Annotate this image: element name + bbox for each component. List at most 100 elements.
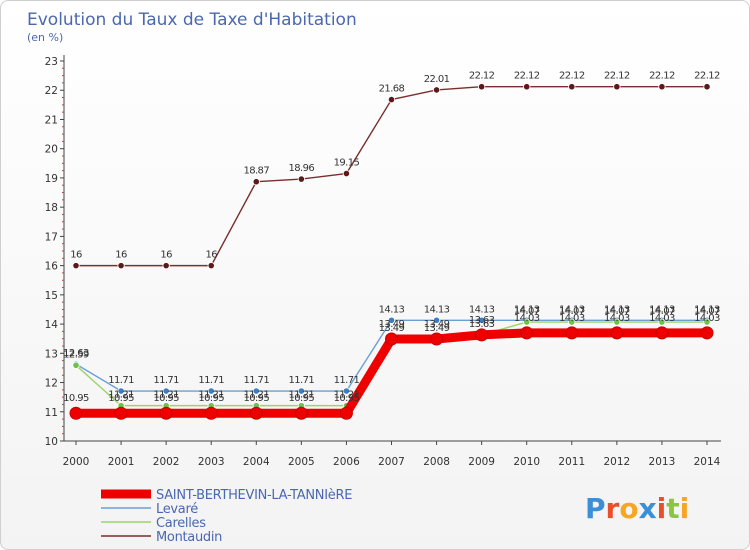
data-point-saint-berthevin-la-tanni-re	[69, 406, 83, 420]
data-label-saint-berthevin-la-tanni-re: 10.95	[153, 393, 179, 404]
data-labels: 16 16 16 16 18.87 18.96 19.15 21.68 22.01 22.12 22…	[63, 71, 720, 405]
logo-letter: t	[666, 492, 679, 525]
data-label-montaudin: 18.87	[243, 166, 269, 177]
data-point-montaudin	[342, 169, 351, 178]
logo-letter: o	[619, 492, 638, 525]
data-point-saint-berthevin-la-tanni-re	[339, 406, 353, 420]
data-label-levar-: 14.13	[469, 304, 495, 315]
data-point-montaudin	[72, 262, 80, 270]
data-label-montaudin: 16	[115, 250, 127, 261]
data-point-saint-berthevin-la-tanni-re	[114, 406, 128, 420]
data-label-saint-berthevin-la-tanni-re: 10.95	[63, 393, 89, 404]
data-point-saint-berthevin-la-tanni-re	[700, 326, 714, 340]
data-point-montaudin	[252, 178, 260, 186]
data-label-montaudin: 22.12	[559, 71, 585, 82]
logo-letter: P	[585, 492, 606, 525]
data-label-levar-: 14.13	[649, 304, 675, 315]
y-tick-label: 15	[45, 290, 58, 302]
data-label-saint-berthevin-la-tanni-re: 14.03	[514, 313, 540, 324]
data-label-saint-berthevin-la-tanni-re: 14.03	[559, 313, 585, 324]
data-label-montaudin: 22.01	[424, 74, 450, 85]
data-label-levar-: 14.13	[694, 304, 720, 315]
data-label-saint-berthevin-la-tanni-re: 13.49	[379, 319, 405, 330]
series-line-montaudin	[75, 86, 708, 267]
data-point-levar-	[342, 387, 351, 395]
data-label-montaudin: 22.12	[469, 71, 495, 82]
data-point-saint-berthevin-la-tanni-re	[520, 326, 534, 340]
y-tick-label: 18	[45, 202, 58, 214]
y-tick-label: 16	[45, 261, 59, 273]
logo-letter: i	[657, 492, 667, 525]
data-point-montaudin	[297, 175, 305, 183]
data-label-carelles: 14.07	[514, 306, 540, 317]
data-label-levar-: 11.71	[108, 375, 134, 386]
y-tick-label: 20	[45, 144, 58, 156]
y-tick-label: 10	[45, 436, 58, 448]
data-point-carelles	[703, 318, 711, 326]
x-tick-label: 2012	[603, 456, 630, 468]
data-label-carelles: 11.21	[108, 390, 134, 401]
logo-letter: r	[606, 492, 620, 525]
legend-label-montaudin: Montaudin	[156, 530, 222, 545]
data-label-carelles: 11.21	[243, 390, 269, 401]
data-point-montaudin	[117, 262, 125, 270]
data-point-carelles	[613, 318, 621, 326]
data-label-carelles: 13.49	[424, 323, 450, 334]
data-point-saint-berthevin-la-tanni-re	[565, 326, 579, 340]
x-tick-label: 2005	[288, 456, 315, 468]
data-label-levar-: 11.71	[334, 375, 360, 386]
chart-subtitle: (en %)	[27, 31, 63, 44]
y-tick-label: 22	[45, 85, 58, 97]
data-label-carelles: 11.21	[153, 390, 179, 401]
x-tick-label: 2014	[694, 456, 721, 468]
y-tick-label: 13	[45, 348, 58, 360]
data-label-saint-berthevin-la-tanni-re: 10.95	[198, 393, 224, 404]
data-label-saint-berthevin-la-tanni-re: 14.03	[604, 313, 630, 324]
data-label-carelles: 13.63	[469, 319, 495, 330]
data-label-carelles: 14.07	[694, 306, 720, 317]
y-tick-label: 19	[45, 173, 58, 185]
data-point-carelles	[72, 361, 80, 369]
x-tick-label: 2011	[558, 456, 585, 468]
data-point-montaudin	[387, 95, 396, 104]
data-label-levar-: 14.13	[379, 304, 405, 315]
data-label-levar-: 14.13	[424, 304, 450, 315]
data-label-montaudin: 16	[70, 250, 82, 261]
data-point-montaudin	[613, 83, 621, 91]
data-label-levar-: 11.71	[289, 375, 315, 386]
data-label-montaudin: 22.12	[514, 71, 540, 82]
data-point-montaudin	[658, 83, 666, 91]
series-lines	[69, 83, 714, 420]
x-tick-label: 2000	[63, 456, 90, 468]
data-label-montaudin: 18.96	[289, 163, 315, 174]
y-tick-label: 21	[45, 114, 58, 126]
data-label-carelles: 12.59	[63, 349, 89, 360]
data-label-saint-berthevin-la-tanni-re: 13.63	[469, 315, 495, 326]
data-label-levar-: 14.13	[559, 304, 585, 315]
data-label-levar-: 11.71	[198, 375, 224, 386]
data-point-carelles	[523, 318, 531, 326]
data-label-carelles: 14.07	[604, 306, 630, 317]
data-point-saint-berthevin-la-tanni-re	[385, 332, 398, 346]
x-tick-label: 2003	[198, 456, 225, 468]
data-label-levar-: 14.13	[514, 304, 540, 315]
data-point-levar-	[478, 316, 486, 324]
data-label-carelles: 14.07	[559, 306, 585, 317]
data-point-saint-berthevin-la-tanni-re	[249, 406, 263, 420]
data-point-montaudin	[432, 86, 441, 94]
data-point-saint-berthevin-la-tanni-re	[294, 406, 308, 420]
data-label-saint-berthevin-la-tanni-re: 10.95	[334, 393, 360, 404]
data-label-carelles: 11.21	[334, 390, 360, 401]
data-point-levar-	[432, 316, 441, 324]
data-label-montaudin: 16	[160, 250, 172, 261]
x-tick-label: 2006	[333, 456, 360, 468]
data-label-levar-: 11.71	[153, 375, 179, 386]
x-tick-label: 2013	[649, 456, 676, 468]
data-label-saint-berthevin-la-tanni-re: 14.03	[649, 313, 675, 324]
data-point-carelles	[658, 318, 666, 326]
data-point-levar-	[207, 387, 215, 395]
data-label-levar-: 11.71	[243, 375, 269, 386]
axes: 10 11 12 13 14 15 16 17 18 19 20 21 22 23 2000 2001 2002…	[45, 55, 721, 468]
